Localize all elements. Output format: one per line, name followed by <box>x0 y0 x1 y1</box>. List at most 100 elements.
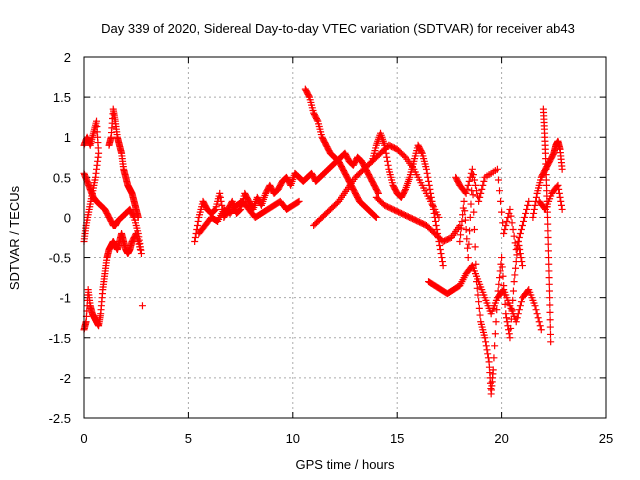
data-point <box>493 165 501 173</box>
data-point <box>423 169 431 177</box>
series-early-low <box>80 229 144 334</box>
data-point <box>523 205 531 213</box>
data-point <box>495 280 503 288</box>
data-point <box>473 284 481 292</box>
data-point <box>518 262 526 270</box>
data-point <box>489 366 497 374</box>
data-point <box>508 306 516 314</box>
data-point <box>469 191 477 199</box>
x-axis-label: GPS time / hours <box>296 457 395 472</box>
y-tick-label: 2 <box>64 50 71 65</box>
data-point <box>558 165 566 173</box>
data-point <box>513 314 521 322</box>
data-point <box>516 229 524 237</box>
data-point <box>515 234 523 241</box>
data-point <box>235 207 243 215</box>
data-point <box>436 242 444 250</box>
x-tick-label: 20 <box>494 431 508 446</box>
data-point <box>491 330 499 338</box>
series-late-spike <box>539 105 555 346</box>
data-point <box>374 189 382 197</box>
data-point <box>465 177 473 185</box>
data-point <box>544 247 552 255</box>
data-point <box>194 217 202 225</box>
data-point <box>509 287 517 295</box>
data-point <box>470 176 478 184</box>
data-point <box>515 306 523 314</box>
data-point <box>478 185 486 193</box>
data-point <box>531 201 539 209</box>
data-point <box>520 217 528 225</box>
data-point <box>436 246 444 254</box>
data-point <box>469 171 477 179</box>
data-point <box>431 217 439 225</box>
data-point <box>472 260 480 268</box>
data-point <box>473 278 481 286</box>
data-point <box>429 201 437 209</box>
series-early-isolated <box>138 302 146 310</box>
y-axis-label: SDTVAR / TECUs <box>7 185 22 290</box>
data-point <box>438 254 446 262</box>
data-point <box>372 213 380 221</box>
data-point <box>537 326 545 334</box>
data-point <box>509 225 517 233</box>
data-point <box>557 201 565 209</box>
series-early-high-2 <box>80 169 145 258</box>
data-point <box>211 206 219 214</box>
data-point <box>544 240 552 248</box>
data-point <box>475 197 483 205</box>
series-early-spikes <box>105 105 142 221</box>
data-point <box>475 304 483 312</box>
series-early-high-1 <box>80 117 103 246</box>
data-point <box>401 187 409 195</box>
data-point <box>137 250 145 258</box>
data-point <box>558 205 566 213</box>
data-point <box>438 258 446 266</box>
data-point <box>496 267 504 275</box>
data-point <box>191 234 199 241</box>
data-point <box>418 148 426 156</box>
data-point <box>461 207 469 215</box>
series-peak-drift <box>301 85 380 221</box>
data-point <box>470 208 478 216</box>
x-tick-label: 10 <box>286 431 300 446</box>
data-points <box>80 85 566 398</box>
data-point <box>518 221 526 229</box>
data-point <box>473 187 481 195</box>
data-point <box>236 206 244 214</box>
data-point <box>493 294 501 302</box>
y-tick-label: -1 <box>59 291 71 306</box>
data-point <box>503 318 511 326</box>
data-point <box>516 302 524 310</box>
data-point <box>545 287 553 295</box>
data-point <box>507 324 515 332</box>
y-tick-labels: 2 1.5 1 0.5 0 -0.5 -1 -1.5 -2 -2.5 <box>49 50 71 426</box>
data-point <box>500 229 508 237</box>
data-point <box>193 221 201 229</box>
data-point <box>136 246 144 254</box>
data-point <box>530 209 538 217</box>
data-point <box>461 216 469 224</box>
data-point <box>513 242 521 250</box>
data-point <box>529 213 537 221</box>
data-point <box>535 318 543 326</box>
data-point <box>483 346 491 354</box>
data-point <box>517 225 525 233</box>
data-point <box>532 193 540 201</box>
data-point <box>425 177 433 185</box>
data-point <box>498 263 506 271</box>
data-point <box>546 301 554 309</box>
data-point <box>384 161 392 169</box>
data-point <box>545 280 553 288</box>
data-point <box>513 251 521 259</box>
data-point <box>464 254 472 262</box>
data-point <box>511 271 519 279</box>
data-point <box>458 217 466 225</box>
data-point <box>501 300 509 308</box>
data-point <box>544 227 552 235</box>
data-point <box>502 310 510 318</box>
data-point <box>477 189 485 197</box>
data-point <box>216 189 224 197</box>
data-point <box>490 354 498 362</box>
